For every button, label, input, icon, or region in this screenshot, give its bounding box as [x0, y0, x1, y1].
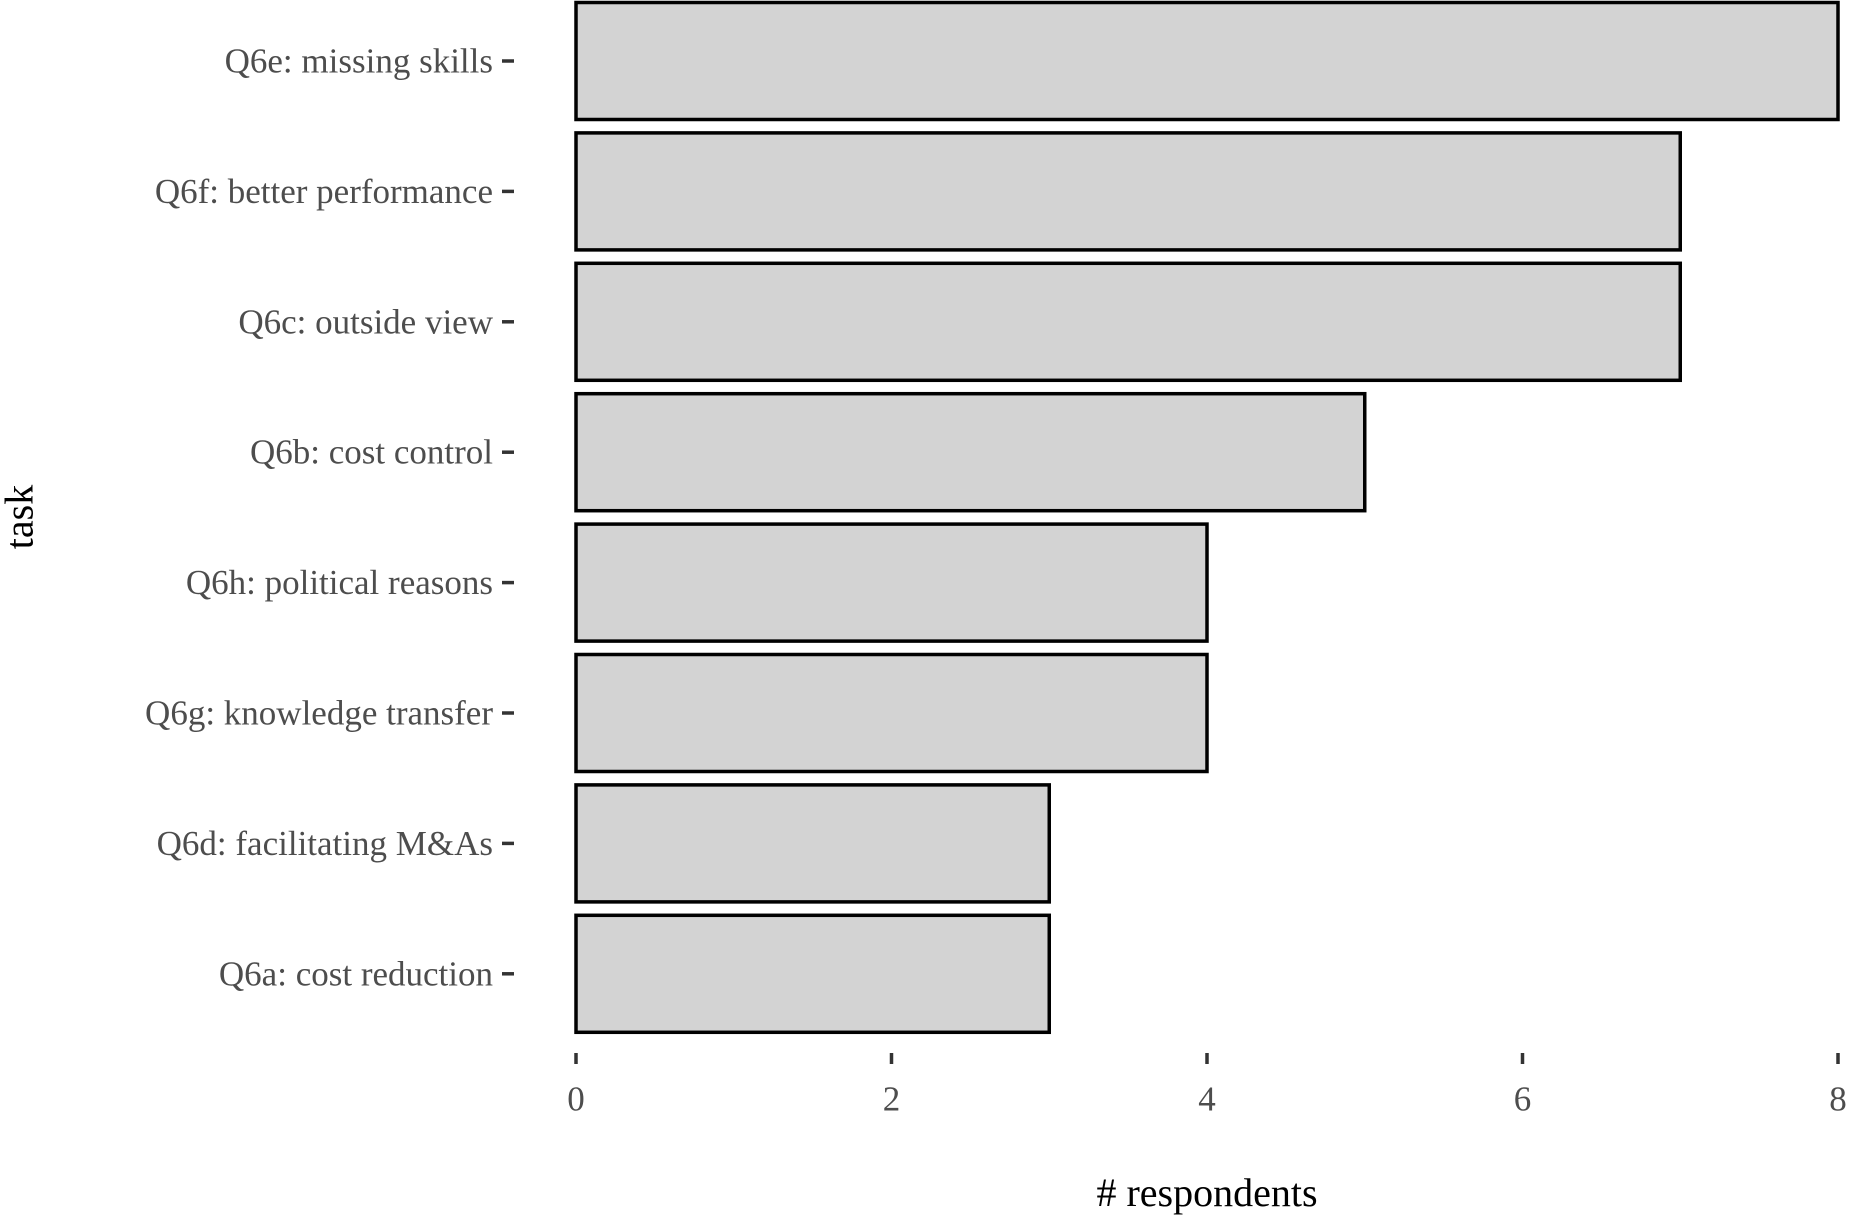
bar-0 — [574, 0, 1840, 122]
category-label-2: Q6c: outside view — [238, 302, 493, 341]
bar-4 — [574, 522, 1209, 643]
bar-6 — [574, 783, 1051, 904]
category-label-6: Q6d: facilitating M&As — [157, 824, 493, 863]
y-tick-marks — [502, 59, 514, 976]
category-label-5: Q6g: knowledge transfer — [145, 694, 493, 733]
x-tick-label-0: 0 — [567, 1080, 585, 1119]
bar-3 — [574, 391, 1367, 513]
bar-5 — [574, 652, 1209, 774]
category-label-0: Q6e: missing skills — [225, 42, 493, 81]
category-label-1: Q6f: better performance — [155, 172, 493, 211]
x-tick-label-2: 4 — [1198, 1080, 1216, 1119]
x-axis-title: # respondents — [1096, 1170, 1317, 1215]
x-tick-label-1: 2 — [883, 1080, 901, 1119]
x-tick-label-3: 6 — [1514, 1080, 1532, 1119]
y-tick-labels: Q6e: missing skills Q6f: better performan… — [145, 42, 494, 994]
category-label-7: Q6a: cost reduction — [219, 954, 493, 993]
bar-7 — [574, 913, 1051, 1035]
x-tick-label-4: 8 — [1829, 1080, 1847, 1119]
y-axis-title: task — [0, 485, 42, 549]
x-axis: 0 2 4 6 8 — [567, 1053, 1847, 1119]
bars-group — [574, 0, 1840, 1035]
bar-2 — [574, 261, 1682, 383]
category-label-4: Q6h: political reasons — [186, 563, 493, 602]
category-label-3: Q6b: cost control — [250, 433, 493, 472]
bar-1 — [574, 131, 1682, 252]
